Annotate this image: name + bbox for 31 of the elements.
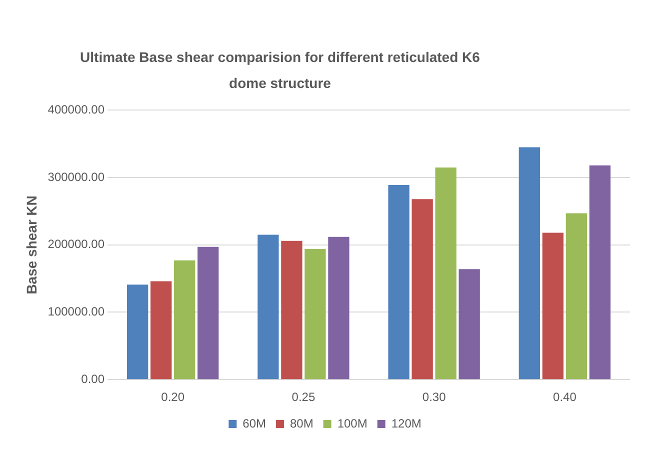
y-tick-label: 300000.00 (48, 170, 105, 184)
bar (542, 232, 564, 380)
x-tick-label: 0.40 (553, 390, 577, 404)
legend-label: 120M (391, 416, 422, 430)
bar (328, 236, 350, 380)
x-tick-label: 0.25 (292, 390, 316, 404)
bar (388, 184, 410, 380)
legend-label: 60M (242, 416, 266, 430)
bar (566, 213, 588, 380)
x-tick-label: 0.20 (161, 390, 185, 404)
bar (198, 246, 219, 380)
bar (412, 199, 433, 380)
bar (126, 284, 148, 380)
bar (589, 165, 611, 380)
y-tick-label: 100000.00 (48, 304, 105, 319)
y-tick-label: 400000.00 (48, 102, 105, 117)
bar (435, 167, 456, 380)
chart-title: Ultimate Base shear comparision for different reticulated K6 dome structure (79, 48, 481, 93)
bar (281, 240, 302, 380)
bar (174, 260, 196, 380)
legend-label: 80M (290, 416, 314, 430)
bar (518, 147, 540, 380)
bar (304, 248, 326, 380)
y-tick-label: 200000.00 (48, 237, 105, 252)
bar (258, 234, 279, 380)
x-tick-label: 0.30 (422, 390, 446, 404)
legend-label: 100M (337, 416, 368, 430)
y-tick-label: 0.00 (81, 372, 105, 386)
bar (458, 269, 480, 380)
y-axis-title: Base shear KN (23, 195, 40, 294)
bar (150, 281, 172, 380)
